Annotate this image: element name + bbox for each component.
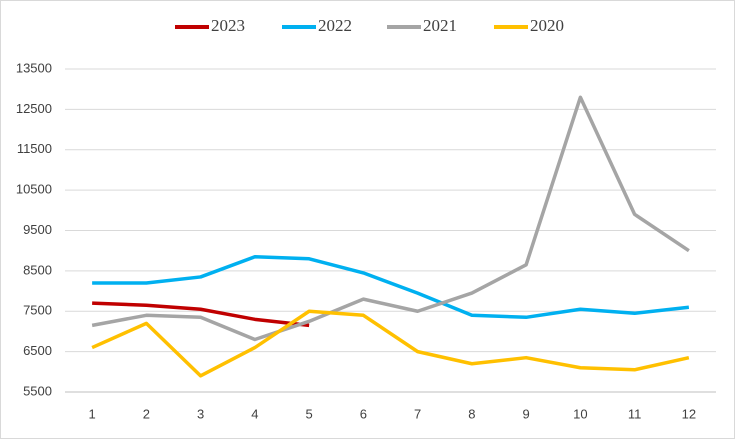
series-line [92,301,310,328]
x-tick-label: 3 [197,406,204,421]
y-tick-label: 10500 [16,182,52,197]
legend-label: 2020 [530,16,564,35]
x-tick-label: 5 [306,406,313,421]
x-tick-label: 11 [628,406,642,421]
y-tick-label: 5500 [23,383,52,398]
legend-label: 2023 [211,16,245,35]
x-tick-label: 7 [414,406,421,421]
x-tick-label: 9 [523,406,530,421]
y-tick-label: 7500 [23,303,52,318]
legend-label: 2022 [318,16,352,35]
x-tick-label: 8 [468,406,475,421]
y-tick-label: 11500 [17,141,52,156]
x-tick-label: 10 [573,406,587,421]
x-tick-label: 1 [89,406,96,421]
series-line [92,254,690,320]
y-tick-label: 13500 [16,60,52,75]
y-tick-label: 12500 [16,101,52,116]
y-tick-label: 6500 [23,343,52,358]
x-tick-label: 12 [682,406,696,421]
y-tick-label: 8500 [23,262,52,277]
legend-label: 2021 [423,16,457,35]
series-line [91,309,690,378]
x-tick-label: 6 [360,406,367,421]
series-line [91,95,690,342]
y-tick-label: 9500 [23,222,52,237]
x-tick-label: 2 [143,406,150,421]
x-tick-label: 4 [251,406,258,421]
